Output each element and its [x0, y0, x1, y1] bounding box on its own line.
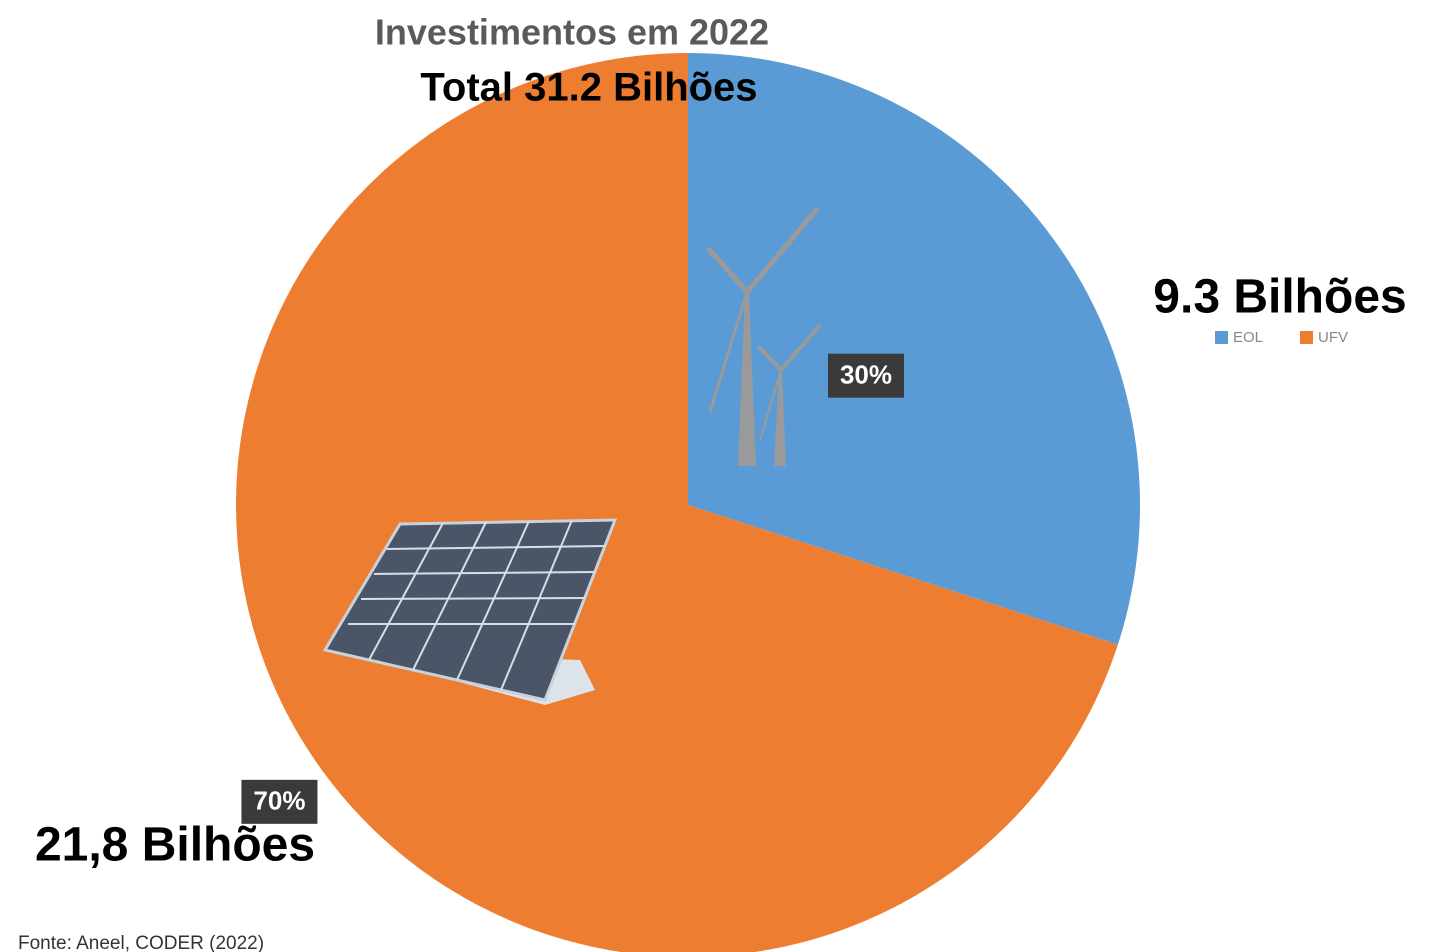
legend-swatch [1215, 331, 1228, 344]
data-label: 30% [840, 360, 892, 390]
ufv-annotation: 21,8 Bilhões [35, 819, 315, 872]
pie-slice [236, 53, 1118, 952]
eol-annotation: 9.3 Bilhões [1153, 271, 1406, 324]
data-label-box [827, 353, 904, 398]
labels: 30% 70% EOL UFV [241, 329, 1348, 824]
data-label-box [241, 779, 318, 824]
legend-swatch [1300, 331, 1313, 344]
total-annotation: Total 31.2 Bilhões [420, 66, 757, 110]
decorations [322, 206, 822, 705]
pie [236, 53, 1140, 952]
legend-label: UFV [1318, 329, 1348, 346]
legend-label: EOL [1233, 329, 1263, 346]
source-note: Fonte: Aneel, CODER (2022) [18, 933, 264, 952]
chart-title: Investimentos em 2022 [375, 12, 769, 53]
pie-slice [688, 53, 1140, 645]
wind-turbine-icon [706, 206, 822, 466]
solar-panel-icon [322, 518, 618, 705]
data-label: 70% [253, 786, 305, 816]
